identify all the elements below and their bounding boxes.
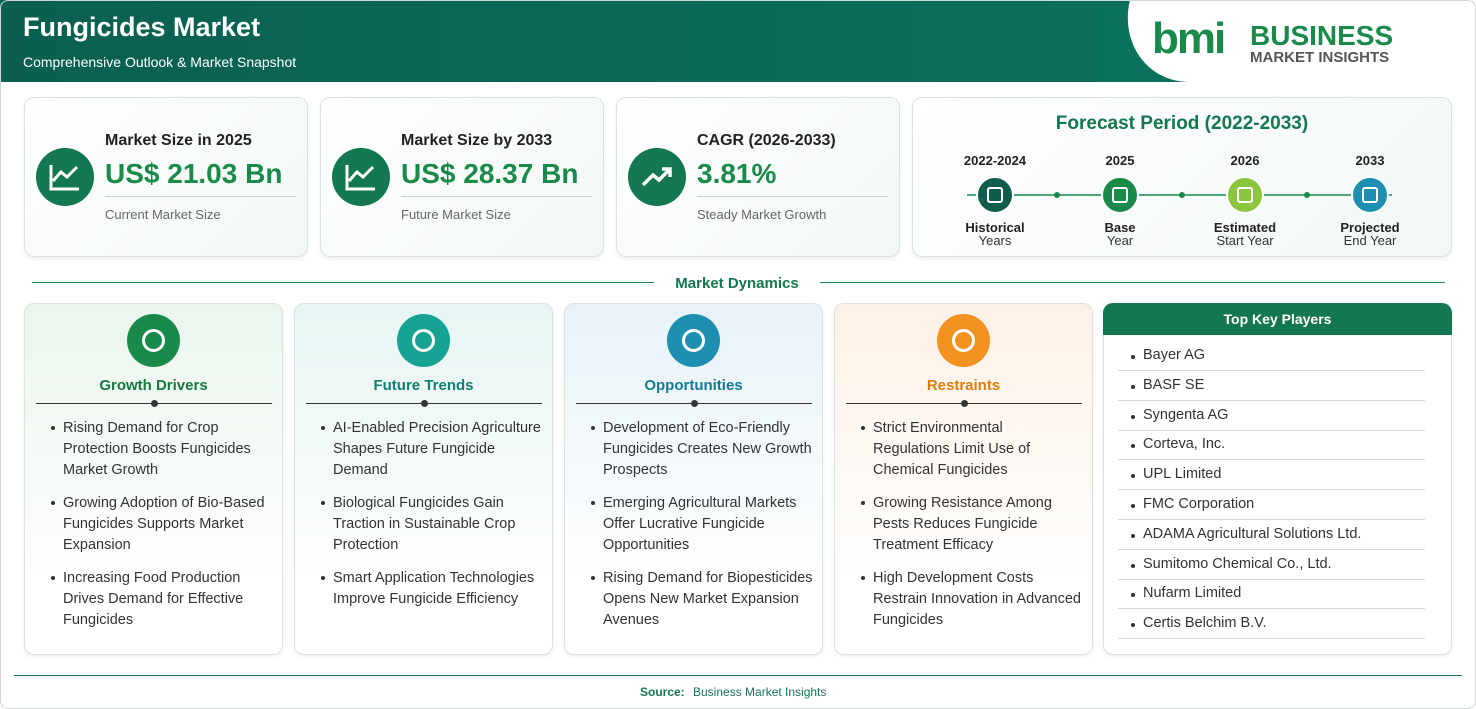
dynamics-title: Market Dynamics <box>675 275 799 292</box>
dynamics-item: AI-Enabled Precision Agriculture Shapes … <box>321 418 543 481</box>
player-name: BASF SE <box>1130 376 1205 393</box>
card-title: Opportunities <box>644 377 743 394</box>
stat-label: Market Size in 2025 <box>105 132 252 149</box>
player-rule <box>1118 578 1425 580</box>
forecast-card <box>912 97 1452 257</box>
stat-note: Steady Market Growth <box>697 207 827 222</box>
step-label: Historical <box>965 220 1025 235</box>
stat-icon <box>36 148 94 206</box>
step-period: 2026 <box>1230 153 1260 168</box>
card-icon <box>667 314 720 367</box>
card-icon <box>397 314 450 367</box>
source: Business Market Insights <box>693 685 827 699</box>
players-header <box>1103 303 1452 335</box>
card-divider-dot <box>421 400 428 407</box>
player-rule <box>1118 459 1425 461</box>
dynamics-item: Emerging Agricultural Markets Offer Lucr… <box>591 493 813 556</box>
stat-label: Market Size by 2033 <box>401 132 553 149</box>
step-period: 2022-2024 <box>963 153 1027 168</box>
step-period: 2033 <box>1355 153 1385 168</box>
step-sublabel: Years <box>978 233 1012 248</box>
footer-rule <box>14 675 1462 676</box>
player-name: Corteva, Inc. <box>1130 436 1226 453</box>
stat-icon <box>628 148 686 206</box>
step-label: Estimated <box>1213 220 1277 235</box>
stat-value: US$ 21.03 Bn <box>105 158 283 189</box>
dynamics-item: Development of Eco-Friendly Fungicides C… <box>591 418 813 481</box>
player-rule <box>1118 638 1425 640</box>
player-name: Sumitomo Chemical Co., Ltd. <box>1131 555 1332 572</box>
player-name: UPL Limited <box>1130 466 1222 483</box>
step-period: 2025 <box>1105 153 1135 168</box>
players-title: Top Key Players <box>1223 311 1332 327</box>
card-icon <box>127 314 180 367</box>
dynamics-item: Growing Adoption of Bio-Based Fungicides… <box>51 493 273 556</box>
card-icon <box>937 314 990 367</box>
card-title: Restraints <box>926 377 1001 394</box>
card-title: Future Trends <box>373 377 474 394</box>
step-sublabel: Start Year <box>1216 233 1274 248</box>
player-rule <box>1118 370 1425 371</box>
player-name: ADAMA Agricultural Solutions Ltd. <box>1130 525 1362 542</box>
player-name: Certis Belchim B.V. <box>1131 615 1267 632</box>
player-rule <box>1118 519 1425 520</box>
forecast-title: Forecast Period (2022-2033) <box>1055 113 1309 134</box>
card-divider-dot <box>151 400 158 407</box>
logo-backdrop <box>1127 0 1476 82</box>
dynamics-item: Strict Environmental Regulations Limit U… <box>861 418 1083 481</box>
dynamics-item: Increasing Food Production Drives Demand… <box>51 568 273 631</box>
logo-brand: BUSINESS <box>1250 20 1394 51</box>
player-rule <box>1118 429 1425 431</box>
stat-note: Future Market Size <box>401 207 511 222</box>
dynamics-item: Rising Demand for Biopesticides Opens Ne… <box>591 568 813 631</box>
player-rule <box>1118 489 1425 491</box>
dynamics-item: High Development Costs Restrain Innovati… <box>861 568 1083 631</box>
step-sublabel: Year <box>1106 233 1134 248</box>
player-name: Nufarm Limited <box>1130 585 1242 602</box>
divider <box>32 282 654 283</box>
player-rule <box>1118 399 1425 401</box>
stat-note: Current Market Size <box>105 207 221 222</box>
players-card <box>1103 303 1452 655</box>
dynamics-item: Growing Resistance Among Pests Reduces F… <box>861 493 1083 556</box>
player-rule <box>1118 608 1425 610</box>
player-name: Bayer AG <box>1130 347 1206 363</box>
step-sublabel: End Year <box>1343 233 1397 248</box>
timeline <box>967 176 1392 214</box>
stat-label: CAGR (2026-2033) <box>697 132 836 149</box>
card-divider-dot <box>961 400 968 407</box>
stat-divider <box>697 196 888 197</box>
stat-icon <box>332 148 390 206</box>
source-label: Source: <box>640 685 685 699</box>
divider <box>820 282 1445 283</box>
logo-mark: bmi <box>1152 14 1226 63</box>
player-rule <box>1118 548 1425 550</box>
dynamics-item: Biological Fungicides Gain Traction in S… <box>321 493 543 556</box>
step-label: Projected <box>1340 220 1400 235</box>
card-title: Growth Drivers <box>99 377 208 394</box>
card-divider-dot <box>691 400 698 407</box>
stat-divider <box>105 196 296 197</box>
stat-value: US$ 28.37 Bn <box>401 158 579 189</box>
stat-divider <box>401 196 592 197</box>
subtitle: Comprehensive Outlook & Market Snapshot <box>23 54 297 70</box>
logo-tagline: MARKET INSIGHTS <box>1250 49 1390 66</box>
dynamics-item: Rising Demand for Crop Protection Boosts… <box>51 418 273 481</box>
player-name: FMC Corporation <box>1130 496 1255 512</box>
player-name: Syngenta AG <box>1130 406 1229 423</box>
title: Fungicides Market <box>23 12 261 42</box>
stat-value: 3.81% <box>697 158 777 189</box>
step-label: Base <box>1104 220 1136 235</box>
dynamics-item: Smart Application Technologies Improve F… <box>321 568 543 610</box>
